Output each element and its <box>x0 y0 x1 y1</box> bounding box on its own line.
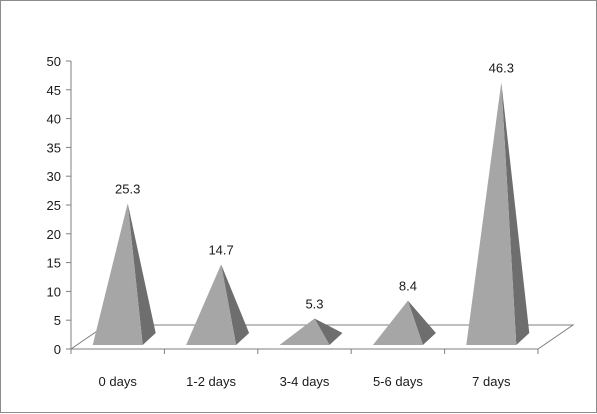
y-tick-label: 15 <box>47 256 61 271</box>
pyramid-front-face <box>92 203 143 345</box>
pyramid-7-days <box>466 82 530 345</box>
y-tick-label: 40 <box>47 112 61 127</box>
pyramid-side-face <box>221 264 250 345</box>
pyramid-5-6-days <box>372 300 436 345</box>
y-tick-label: 10 <box>47 284 61 299</box>
y-tick-label: 35 <box>47 140 61 155</box>
data-label: 25.3 <box>115 181 140 196</box>
pyramid-marks <box>92 82 530 345</box>
pyramid-3-4-days <box>279 318 343 345</box>
x-category-label: 3-4 days <box>280 374 330 389</box>
pyramid-front-face <box>466 82 517 345</box>
y-tick-label: 50 <box>47 54 61 69</box>
y-tick-label: 30 <box>47 169 61 184</box>
pyramid-side-face <box>407 300 436 345</box>
pyramid-side-face <box>501 82 530 345</box>
pyramid-1-2-days <box>186 264 250 345</box>
y-tick-label: 20 <box>47 227 61 242</box>
y-tick-label: 0 <box>54 342 61 357</box>
data-labels: 25.3 0 days 14.7 1-2 days 5.3 3-4 days 8.4 5-6 … <box>99 60 514 389</box>
data-label: 5.3 <box>305 296 323 311</box>
pyramid-0-days <box>92 203 156 345</box>
y-tick-label: 5 <box>54 313 61 328</box>
pyramid-side-face <box>127 203 156 345</box>
pyramid-front-face <box>186 264 237 345</box>
data-label: 46.3 <box>489 60 514 75</box>
pyramid-side-face <box>314 318 343 345</box>
x-category-label: 5-6 days <box>373 374 423 389</box>
data-label: 14.7 <box>208 242 233 257</box>
data-label: 8.4 <box>399 279 417 294</box>
pyramid-front-face <box>279 318 330 345</box>
pyramid-front-face <box>372 300 423 345</box>
y-tick-label: 25 <box>47 198 61 213</box>
x-category-label: 7 days <box>472 374 511 389</box>
y-axis: 0 5 10 15 20 25 30 35 40 45 50 <box>47 54 72 357</box>
x-category-label: 1-2 days <box>186 374 236 389</box>
y-tick-label: 45 <box>47 83 61 98</box>
x-category-label: 0 days <box>99 374 138 389</box>
